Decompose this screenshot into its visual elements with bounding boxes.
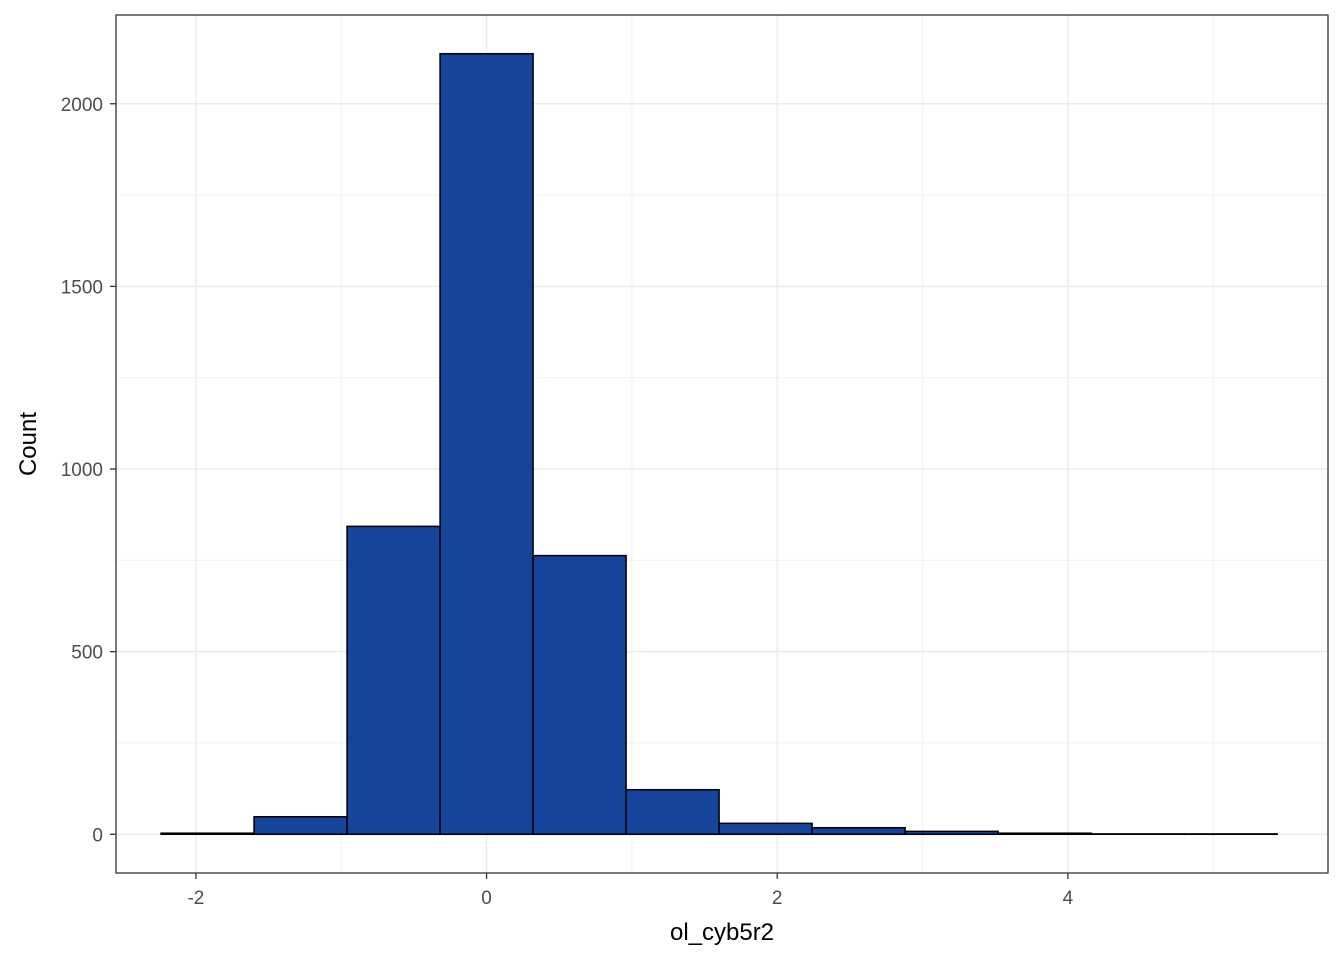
x-tick-label: 0: [481, 888, 492, 909]
y-tick-label: 2000: [61, 95, 103, 116]
axes: -2 0 2 4 0 500 1000 1500 2000: [61, 95, 1074, 909]
x-tick-label: -2: [187, 888, 204, 909]
plot-panel-border: [115, 14, 1329, 874]
histogram-bar: [625, 788, 720, 836]
histogram-bar: [532, 554, 627, 836]
histogram-bar: [439, 52, 534, 836]
histogram-bar: [346, 525, 441, 836]
x-axis-title: ol_cyb5r2: [670, 919, 774, 946]
y-axis-title: Count: [15, 412, 42, 476]
histogram-bars: [160, 52, 1278, 836]
grid: [116, 15, 1328, 873]
y-tick-label: 1000: [61, 460, 103, 481]
y-tick-label: 0: [92, 825, 103, 846]
x-tick-label: 2: [772, 888, 783, 909]
y-tick-label: 1500: [61, 277, 103, 298]
histogram-bar: [997, 832, 1092, 836]
histogram-bar: [811, 826, 906, 836]
histogram-bar: [904, 830, 999, 836]
x-tick-label: 4: [1063, 888, 1074, 909]
histogram-bar: [160, 832, 255, 836]
histogram-bar: [718, 822, 813, 836]
y-tick-label: 500: [71, 643, 103, 664]
histogram-bar: [253, 815, 348, 836]
